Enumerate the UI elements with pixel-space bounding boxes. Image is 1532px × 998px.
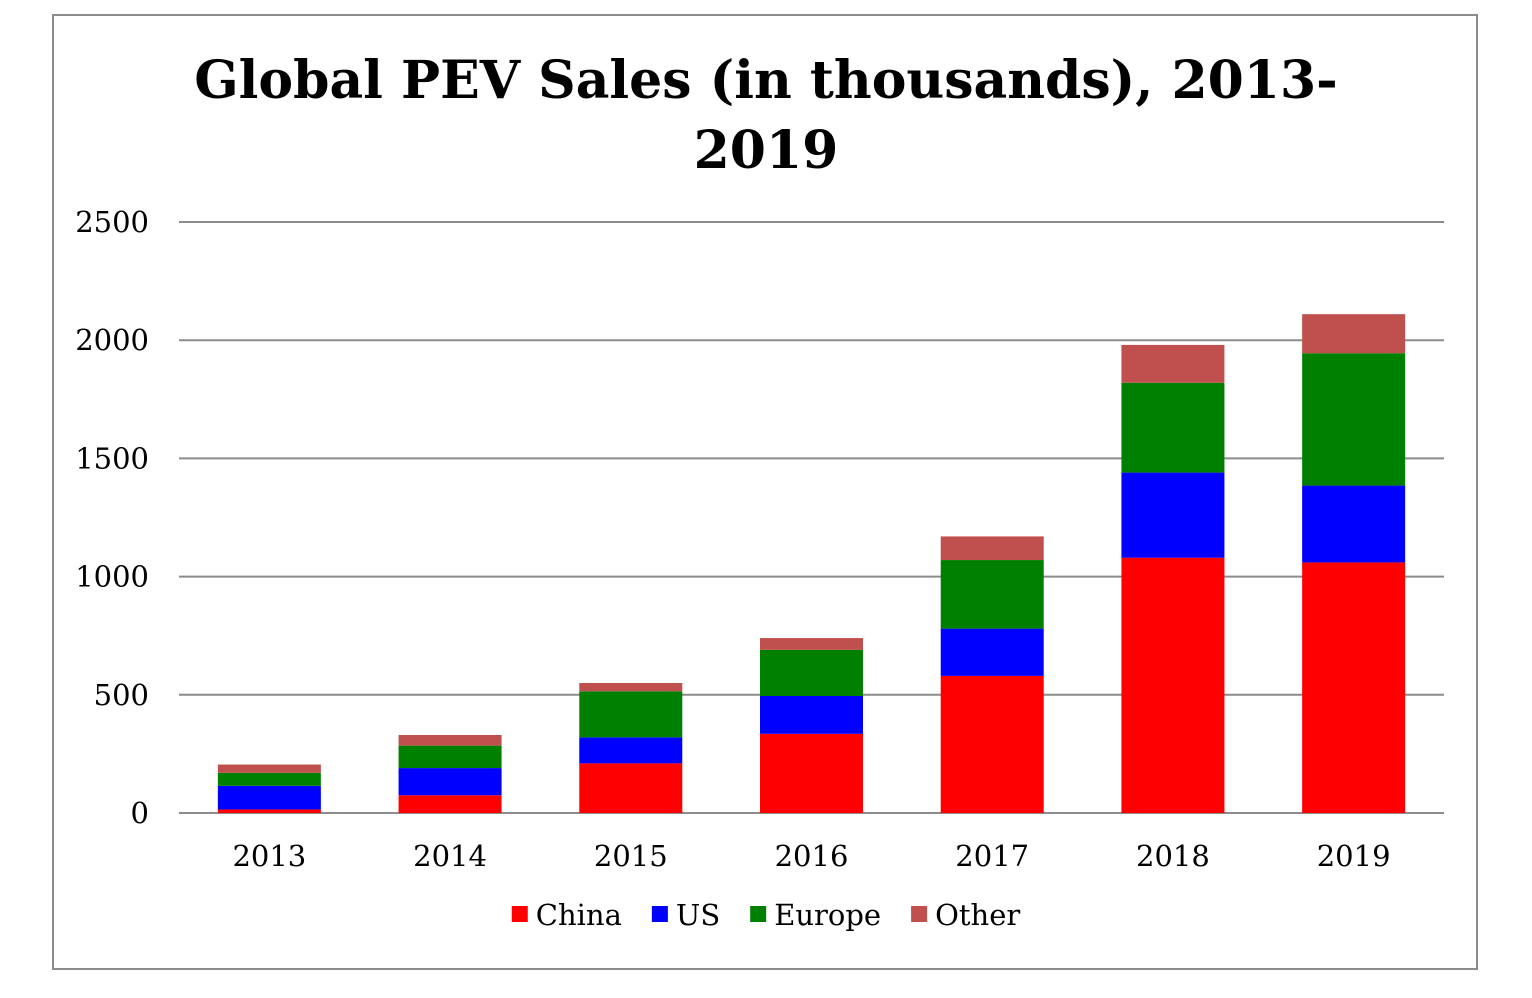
chart-title-line-1: Global PEV Sales (in thousands), 2013- bbox=[194, 50, 1338, 111]
bar-other-2017 bbox=[940, 536, 1044, 561]
bar-china-2017 bbox=[940, 675, 1044, 813]
chart-title: Global PEV Sales (in thousands), 2013- 2… bbox=[194, 50, 1338, 181]
x-tick-label-2013: 2013 bbox=[232, 839, 306, 873]
chart-frame: Global PEV Sales (in thousands), 2013- 2… bbox=[52, 14, 1478, 970]
legend-label-other: Other bbox=[935, 898, 1020, 932]
bar-china-2014 bbox=[398, 795, 502, 813]
bar-europe-2017 bbox=[940, 560, 1044, 629]
bar-other-2014 bbox=[398, 734, 502, 746]
legend: China US Europe Other bbox=[511, 898, 1020, 932]
legend-swatch-other bbox=[911, 906, 928, 922]
bar-us-2017 bbox=[940, 628, 1044, 676]
legend-swatch-europe bbox=[750, 906, 767, 922]
x-tick-label-2014: 2014 bbox=[413, 839, 487, 873]
bar-europe-2013 bbox=[217, 772, 321, 786]
bar-europe-2015 bbox=[579, 691, 683, 738]
bar-china-2013 bbox=[217, 809, 321, 813]
bar-europe-2016 bbox=[760, 649, 863, 696]
bar-other-2018 bbox=[1121, 344, 1225, 383]
bar-us-2016 bbox=[760, 695, 863, 734]
bar-china-2019 bbox=[1302, 562, 1406, 813]
y-tick-label-1000: 1000 bbox=[75, 560, 149, 594]
legend-label-china: China bbox=[536, 898, 622, 932]
bar-us-2014 bbox=[398, 768, 502, 796]
chart-title-line-2: 2019 bbox=[694, 120, 839, 181]
bar-other-2015 bbox=[579, 682, 683, 692]
bar-china-2015 bbox=[579, 763, 683, 813]
y-tick-label-0: 0 bbox=[131, 796, 149, 830]
legend-swatch-china bbox=[511, 906, 528, 922]
y-tick-label-500: 500 bbox=[94, 678, 149, 712]
bar-us-2013 bbox=[217, 785, 321, 810]
legend-label-us: US bbox=[676, 898, 720, 932]
bar-other-2019 bbox=[1302, 314, 1406, 354]
y-tick-label-1500: 1500 bbox=[75, 441, 149, 475]
chart-svg: Global PEV Sales (in thousands), 2013- 2… bbox=[75, 50, 1444, 932]
x-axis-ticks: 2013 2014 2015 2016 2017 2018 2019 bbox=[232, 839, 1390, 873]
bar-europe-2019 bbox=[1302, 353, 1406, 486]
x-tick-label-2015: 2015 bbox=[594, 839, 668, 873]
x-tick-label-2016: 2016 bbox=[775, 839, 849, 873]
bar-europe-2014 bbox=[398, 745, 502, 769]
bar-us-2019 bbox=[1302, 485, 1406, 563]
bars bbox=[217, 314, 1406, 813]
bar-other-2016 bbox=[760, 638, 863, 650]
bar-other-2013 bbox=[217, 764, 321, 773]
x-tick-label-2019: 2019 bbox=[1317, 839, 1391, 873]
bar-europe-2018 bbox=[1121, 382, 1225, 473]
bar-china-2018 bbox=[1121, 557, 1225, 813]
legend-label-europe: Europe bbox=[774, 898, 881, 932]
x-tick-label-2018: 2018 bbox=[1136, 839, 1210, 873]
x-tick-label-2017: 2017 bbox=[955, 839, 1029, 873]
y-axis-ticks: 0 500 1000 1500 2000 2500 bbox=[75, 205, 149, 830]
y-tick-label-2000: 2000 bbox=[75, 323, 149, 357]
grid-lines bbox=[179, 221, 1444, 814]
y-tick-label-2500: 2500 bbox=[75, 205, 149, 239]
bar-china-2016 bbox=[760, 733, 863, 813]
bar-us-2018 bbox=[1121, 472, 1225, 558]
legend-swatch-us bbox=[651, 906, 668, 922]
bar-us-2015 bbox=[579, 737, 683, 764]
